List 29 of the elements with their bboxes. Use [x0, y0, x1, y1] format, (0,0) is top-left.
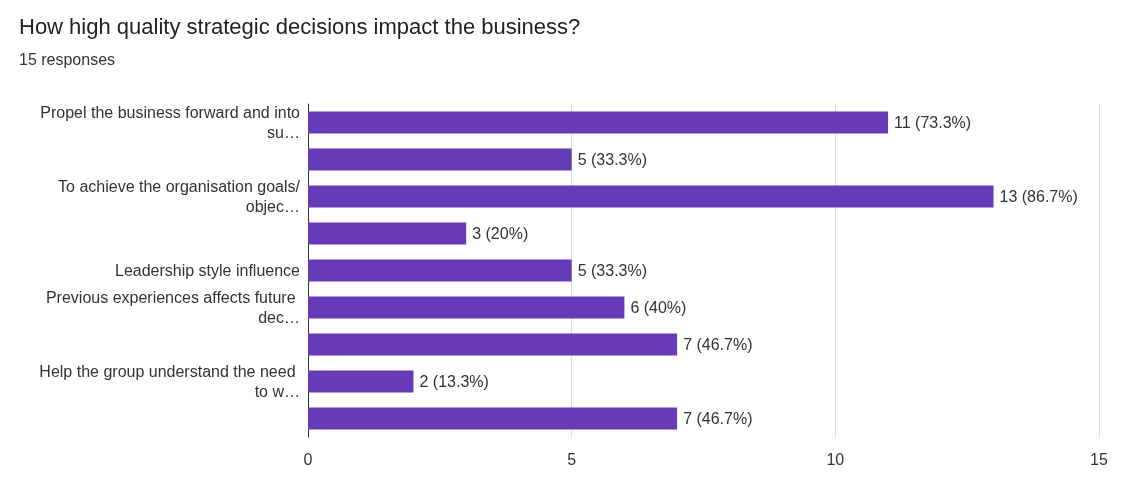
- data-label: 7 (46.7%): [683, 410, 753, 427]
- data-label: 5 (33.3%): [577, 151, 648, 168]
- bar: [308, 370, 414, 393]
- bar: [308, 259, 572, 282]
- bar: [308, 407, 678, 430]
- y-tick-label: Propel the business forward and into su…: [40, 104, 301, 141]
- data-label: 7 (46.7%): [683, 336, 753, 353]
- bar: [308, 148, 572, 171]
- y-tick-label: Help the group understand the need to w…: [39, 363, 300, 400]
- bar: [308, 185, 994, 208]
- x-tick-label: 15: [1090, 450, 1108, 468]
- y-tick-label: Previous experiences affects future dec…: [45, 289, 300, 326]
- data-label: 11 (73.3%): [894, 114, 972, 131]
- data-label: 3 (20%): [472, 225, 529, 242]
- data-label: 5 (33.3%): [577, 262, 648, 279]
- x-tick-label: 10: [826, 450, 845, 468]
- y-tick-label: Leadership style influence: [114, 262, 301, 279]
- y-tick-label: To achieve the organisation goals/objec…: [58, 178, 301, 215]
- bar: [308, 333, 678, 356]
- data-label: 2 (13.3%): [419, 373, 489, 390]
- text: 15 responses: [19, 50, 116, 68]
- x-tick-label: 0: [303, 450, 313, 468]
- bar: [308, 296, 625, 319]
- bar: [308, 222, 467, 245]
- chart-title: How high quality strategic decisions impact the business?: [19, 13, 581, 39]
- data-label: 6 (40%): [630, 299, 687, 316]
- x-tick-label: 5: [567, 450, 577, 468]
- data-label: 13 (86.7%): [999, 188, 1078, 205]
- bar: [308, 111, 889, 134]
